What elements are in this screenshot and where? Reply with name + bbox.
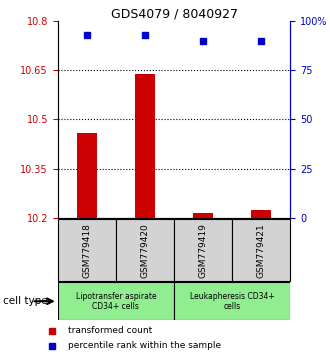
Text: transformed count: transformed count <box>68 326 152 335</box>
Bar <box>77 132 97 218</box>
Text: cell type: cell type <box>3 296 48 306</box>
Text: GSM779418: GSM779418 <box>82 223 91 278</box>
Title: GDS4079 / 8040927: GDS4079 / 8040927 <box>111 7 238 20</box>
Text: Leukapheresis CD34+
cells: Leukapheresis CD34+ cells <box>190 292 275 311</box>
Text: Lipotransfer aspirate
CD34+ cells: Lipotransfer aspirate CD34+ cells <box>76 292 156 311</box>
Bar <box>135 74 155 218</box>
Bar <box>251 210 272 218</box>
Bar <box>116 219 174 281</box>
Text: GSM779421: GSM779421 <box>257 223 266 278</box>
Text: GSM779420: GSM779420 <box>141 223 149 278</box>
Bar <box>58 219 116 281</box>
Text: percentile rank within the sample: percentile rank within the sample <box>68 341 221 350</box>
Bar <box>174 219 232 281</box>
Bar <box>58 282 174 320</box>
Text: GSM779419: GSM779419 <box>199 223 208 278</box>
Bar <box>174 282 290 320</box>
Bar <box>193 213 213 218</box>
Bar <box>232 219 290 281</box>
